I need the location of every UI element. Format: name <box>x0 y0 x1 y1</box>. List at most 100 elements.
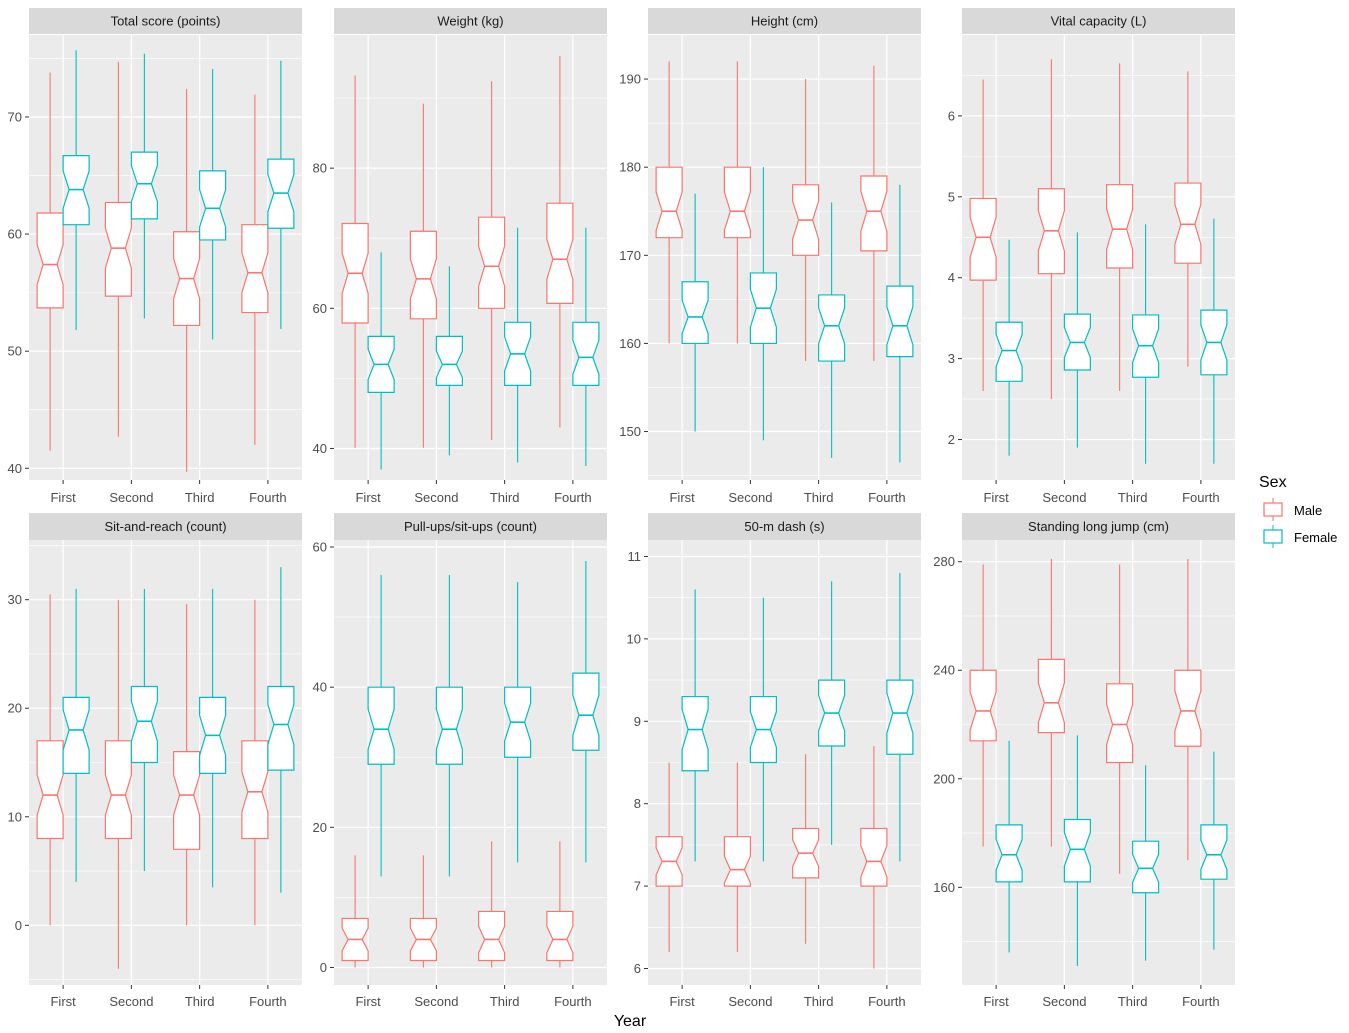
box-female-third <box>1132 224 1160 464</box>
x-tick-label: Third <box>185 490 215 505</box>
box-body <box>1174 182 1202 264</box>
y-tick-label: 4 <box>948 270 955 285</box>
box-body <box>655 166 683 239</box>
box-female-second <box>435 575 463 877</box>
box-body <box>1037 658 1065 734</box>
box-body <box>1200 824 1228 880</box>
y-tick-label: 30 <box>8 592 22 607</box>
box-body <box>723 836 751 887</box>
x-tick-label: First <box>983 994 1009 1009</box>
x-tick-label: Third <box>490 994 520 1009</box>
box-male-second <box>104 599 132 969</box>
legend-label-female: Female <box>1294 530 1337 545</box>
y-tick-label: 0 <box>320 960 327 975</box>
box-female-third <box>199 588 227 888</box>
y-tick-label: 160 <box>619 336 641 351</box>
box-body <box>572 672 600 751</box>
box-female-fourth <box>267 60 295 329</box>
legend-key-female <box>1263 525 1283 548</box>
box-body <box>886 285 914 358</box>
box-body <box>681 281 709 345</box>
box-body <box>1063 818 1091 883</box>
box-male-second <box>409 855 437 968</box>
box-male-first <box>341 855 369 968</box>
y-tick-label: 70 <box>8 109 22 124</box>
box-body <box>104 201 132 297</box>
x-tick-label: Second <box>414 994 458 1009</box>
box-female-first <box>681 193 709 432</box>
box-male-second <box>1037 558 1065 847</box>
x-tick-label: Second <box>1042 994 1086 1009</box>
box-male-fourth <box>1174 71 1202 367</box>
box-body <box>62 696 90 774</box>
box-female-first <box>62 588 90 882</box>
box-body <box>995 321 1023 382</box>
box-female-fourth <box>572 561 600 863</box>
x-tick-label: Second <box>728 490 772 505</box>
box-body <box>435 686 463 765</box>
x-tick-label: First <box>355 490 381 505</box>
x-tick-label: Fourth <box>554 994 592 1009</box>
y-tick-label: 5 <box>948 189 955 204</box>
x-tick-label: Fourth <box>1182 490 1220 505</box>
panel-background <box>962 540 1235 985</box>
panel-50-m-dash-s: 50-m dash (s) 6 7 8 9 10 11 First Second Third Fou… <box>627 513 921 1009</box>
box-male-third <box>1106 564 1134 874</box>
box-male-third <box>173 604 201 926</box>
box-body <box>860 175 888 252</box>
box-body <box>1174 669 1202 747</box>
y-tick-label: 10 <box>627 631 641 646</box>
box-body <box>435 335 463 386</box>
box-female-first <box>995 239 1023 456</box>
legend: Sex Male Female <box>1259 474 1337 548</box>
box-male-third <box>792 79 820 362</box>
box-female-third <box>1132 765 1160 961</box>
x-tick-label: First <box>50 490 76 505</box>
box-female-fourth <box>886 572 914 862</box>
strip-background <box>962 513 1235 540</box>
box-male-second <box>723 762 751 953</box>
panel-background <box>648 35 921 480</box>
strip-background <box>648 8 921 34</box>
strip-title: Pull-ups/sit-ups (count) <box>404 519 537 534</box>
panel-pull-ups-sit-ups-count: Pull-ups/sit-ups (count) 0 20 40 60 First Seco… <box>313 513 607 1009</box>
x-tick-label: Third <box>804 994 834 1009</box>
panel-weight-kg: Weight (kg) 40 60 80 First Second Third Fourth <box>313 8 607 505</box>
box-body <box>969 669 997 742</box>
box-body <box>241 224 269 314</box>
box-body <box>367 686 395 765</box>
x-axis-title: Year <box>614 1013 647 1030</box>
box-body <box>478 910 506 962</box>
box-female-first <box>367 575 395 877</box>
x-tick-label: Fourth <box>249 490 287 505</box>
x-tick-label: Fourth <box>1182 994 1220 1009</box>
box-female-third <box>504 227 532 463</box>
y-tick-label: 150 <box>619 424 641 439</box>
box-body <box>104 740 132 840</box>
box-female-fourth <box>1200 751 1228 950</box>
y-tick-label: 60 <box>8 227 22 242</box>
box-male-first <box>341 75 369 448</box>
x-tick-label: Second <box>728 994 772 1009</box>
y-tick-label: 20 <box>8 701 22 716</box>
strip-background <box>334 8 607 34</box>
y-tick-label: 7 <box>634 879 641 894</box>
strip-title: Standing long jump (cm) <box>1028 519 1169 534</box>
y-tick-label: 6 <box>634 961 641 976</box>
box-body <box>546 202 574 305</box>
panel-vital-capacity-l: Vital capacity (L) 2 3 4 5 6 First Second Third F… <box>948 8 1235 505</box>
box-body <box>681 695 709 772</box>
box-body <box>199 170 227 241</box>
box-female-fourth <box>267 567 295 893</box>
box-body <box>130 685 158 764</box>
box-male-first <box>655 762 683 953</box>
x-tick-label: Third <box>1118 994 1148 1009</box>
y-tick-label: 280 <box>933 554 955 569</box>
x-tick-label: Fourth <box>249 994 287 1009</box>
y-tick-label: 40 <box>8 461 22 476</box>
box-female-third <box>504 582 532 863</box>
box-male-fourth <box>546 841 574 968</box>
x-tick-label: Third <box>804 490 834 505</box>
legend-label-male: Male <box>1294 503 1322 518</box>
